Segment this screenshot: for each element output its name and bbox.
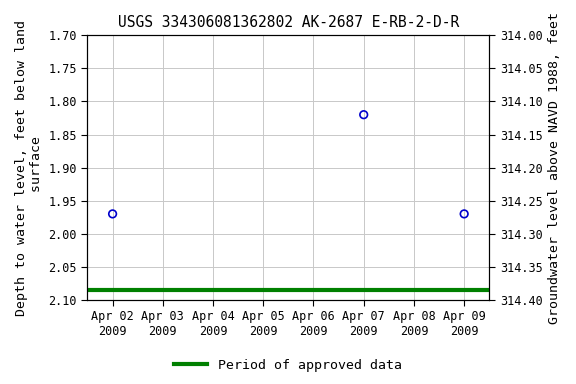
Y-axis label: Groundwater level above NAVD 1988, feet: Groundwater level above NAVD 1988, feet bbox=[548, 12, 561, 324]
Y-axis label: Depth to water level, feet below land
 surface: Depth to water level, feet below land su… bbox=[15, 20, 43, 316]
Point bbox=[108, 211, 117, 217]
Point bbox=[359, 112, 368, 118]
Title: USGS 334306081362802 AK-2687 E-RB-2-D-R: USGS 334306081362802 AK-2687 E-RB-2-D-R bbox=[118, 15, 459, 30]
Point bbox=[460, 211, 469, 217]
Legend: Period of approved data: Period of approved data bbox=[169, 354, 407, 377]
